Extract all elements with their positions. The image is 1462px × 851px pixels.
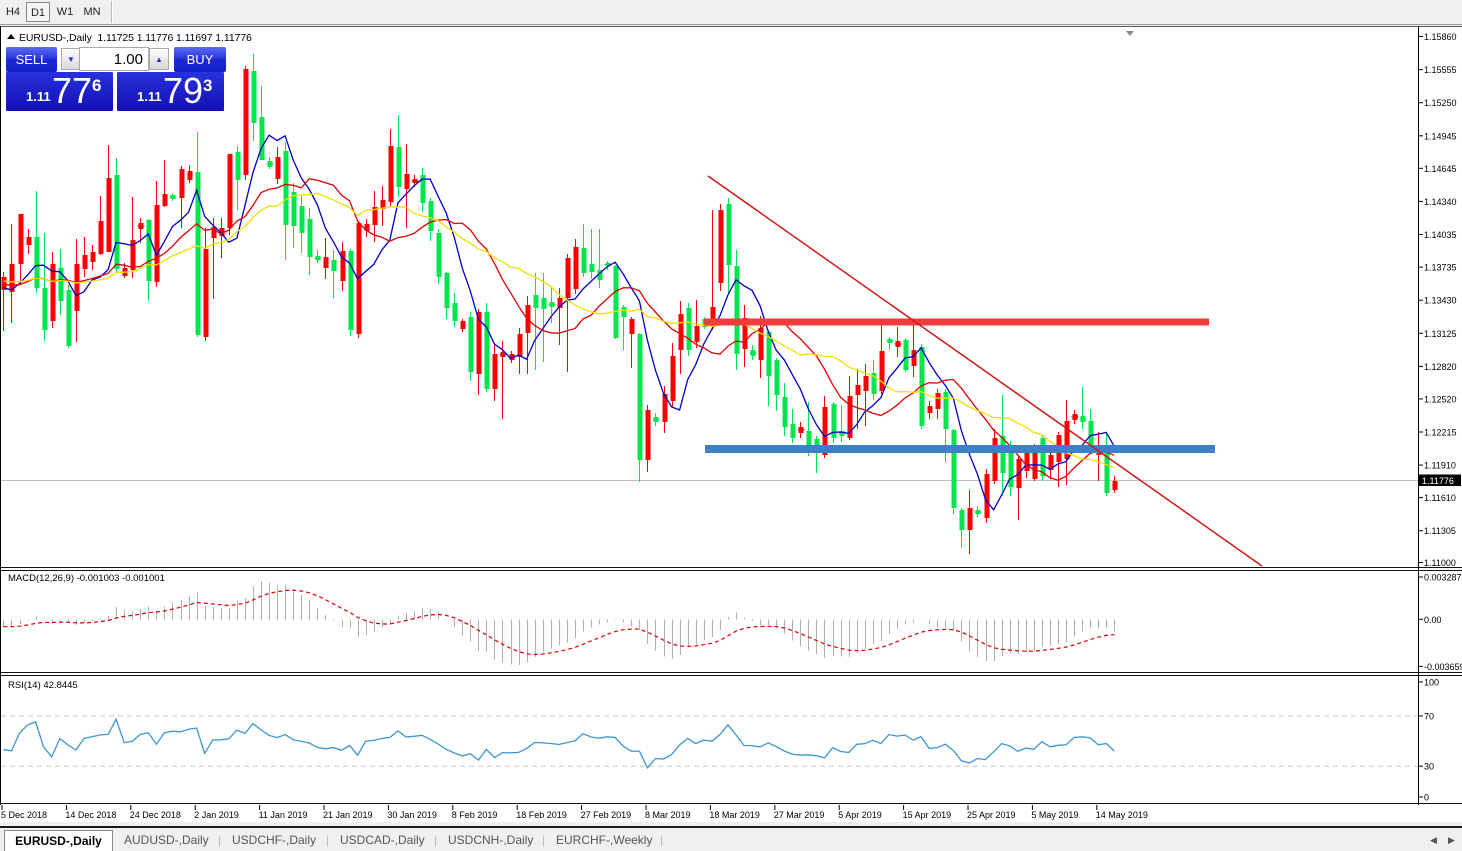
svg-text:1.15250: 1.15250 — [1424, 98, 1457, 108]
svg-text:1.15860: 1.15860 — [1424, 32, 1457, 42]
svg-text:1.11000: 1.11000 — [1424, 558, 1456, 568]
svg-text:5 May 2019: 5 May 2019 — [1031, 810, 1078, 820]
svg-text:21 Jan 2019: 21 Jan 2019 — [323, 810, 373, 820]
svg-text:0: 0 — [1424, 793, 1429, 803]
svg-text:1.15555: 1.15555 — [1424, 65, 1457, 75]
svg-text:100: 100 — [1424, 678, 1439, 688]
svg-text:11 Jan 2019: 11 Jan 2019 — [259, 810, 308, 820]
svg-text:0.00: 0.00 — [1424, 615, 1442, 625]
svg-text:-0.003659: -0.003659 — [1424, 662, 1462, 672]
svg-text:8 Feb 2019: 8 Feb 2019 — [452, 810, 498, 820]
svg-text:2 Jan 2019: 2 Jan 2019 — [194, 810, 239, 820]
svg-text:1.13125: 1.13125 — [1424, 329, 1457, 339]
svg-text:5 Dec 2018: 5 Dec 2018 — [1, 810, 47, 820]
svg-text:8 Mar 2019: 8 Mar 2019 — [645, 810, 691, 820]
svg-text:70: 70 — [1424, 711, 1434, 721]
svg-text:1.13735: 1.13735 — [1424, 263, 1457, 273]
svg-text:0.003287: 0.003287 — [1424, 573, 1462, 583]
svg-text:1.11610: 1.11610 — [1424, 493, 1456, 503]
svg-text:1.11910: 1.11910 — [1424, 461, 1456, 471]
svg-text:1.14945: 1.14945 — [1424, 131, 1457, 141]
svg-text:1.12215: 1.12215 — [1424, 428, 1457, 438]
svg-text:27 Feb 2019: 27 Feb 2019 — [581, 810, 632, 820]
svg-text:14 Dec 2018: 14 Dec 2018 — [65, 810, 116, 820]
svg-text:1.11305: 1.11305 — [1424, 526, 1456, 536]
svg-text:14 May 2019: 14 May 2019 — [1096, 810, 1148, 820]
svg-text:18 Feb 2019: 18 Feb 2019 — [516, 810, 567, 820]
svg-text:30 Jan 2019: 30 Jan 2019 — [387, 810, 437, 820]
svg-text:1.12820: 1.12820 — [1424, 362, 1457, 372]
svg-text:1.14340: 1.14340 — [1424, 197, 1457, 207]
svg-text:5 Apr 2019: 5 Apr 2019 — [838, 810, 882, 820]
svg-text:1.14035: 1.14035 — [1424, 230, 1457, 240]
svg-text:1.11776: 1.11776 — [1422, 476, 1454, 486]
svg-text:15 Apr 2019: 15 Apr 2019 — [903, 810, 952, 820]
svg-text:25 Apr 2019: 25 Apr 2019 — [967, 810, 1016, 820]
svg-text:1.13430: 1.13430 — [1424, 296, 1457, 306]
svg-text:18 Mar 2019: 18 Mar 2019 — [709, 810, 760, 820]
svg-text:24 Dec 2018: 24 Dec 2018 — [130, 810, 181, 820]
svg-text:27 Mar 2019: 27 Mar 2019 — [774, 810, 825, 820]
svg-text:1.12520: 1.12520 — [1424, 394, 1457, 404]
svg-text:1.14645: 1.14645 — [1424, 164, 1457, 174]
svg-text:30: 30 — [1424, 762, 1434, 772]
